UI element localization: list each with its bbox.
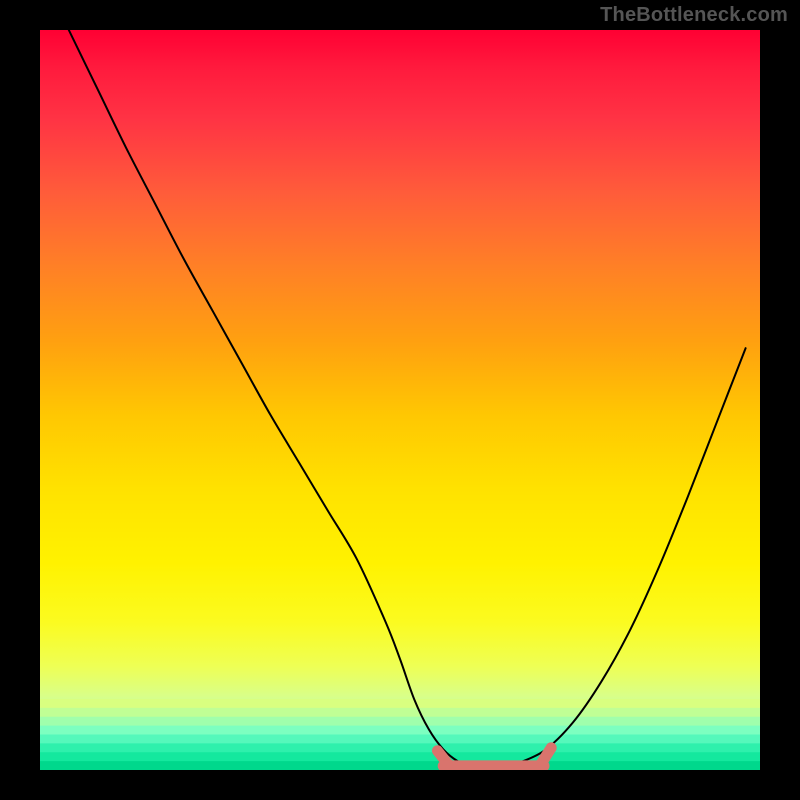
bottom-band: [40, 752, 760, 761]
plot-area: [40, 30, 760, 771]
bottleneck-chart: [0, 0, 800, 800]
bottom-band: [40, 699, 760, 708]
bottom-band: [40, 726, 760, 735]
bottom-band: [40, 717, 760, 726]
bottom-color-bands: [40, 699, 760, 771]
watermark-text: TheBottleneck.com: [600, 4, 788, 27]
chart-stage: TheBottleneck.com: [0, 0, 800, 800]
bottom-band: [40, 743, 760, 752]
bottom-band: [40, 761, 760, 770]
bottom-band: [40, 734, 760, 743]
bottom-band: [40, 708, 760, 717]
